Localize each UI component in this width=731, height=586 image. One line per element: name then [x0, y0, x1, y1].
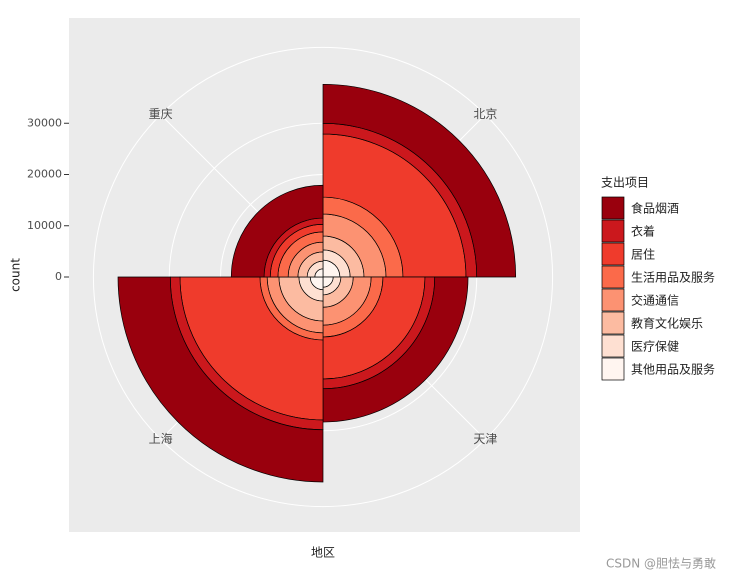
y-tick-label: 10000	[27, 219, 62, 232]
legend-label: 交通通信	[631, 293, 679, 308]
bar-segment	[117, 276, 324, 483]
watermark: CSDN @胆怯与勇敢	[606, 557, 716, 571]
legend-key	[601, 265, 625, 289]
legend-label: 教育文化娱乐	[631, 316, 703, 331]
legend-key	[601, 196, 625, 220]
x-tick-label: 重庆	[149, 107, 173, 121]
x-tick-label: 上海	[149, 431, 173, 446]
legend-label: 其他用品及服务	[631, 362, 715, 377]
y-axis-title: count	[9, 258, 23, 292]
legend-label: 居住	[631, 248, 655, 262]
legend-key	[601, 334, 625, 358]
legend-key	[601, 288, 625, 312]
x-tick-label: 北京	[473, 107, 497, 121]
grid-outer	[92, 46, 554, 508]
legend-label: 衣着	[631, 224, 655, 239]
y-tick-label: 30000	[27, 116, 62, 129]
bar-segment	[230, 184, 324, 278]
x-tick-label: 天津	[473, 432, 497, 446]
y-tick-label: 0	[55, 270, 62, 283]
legend-key	[601, 357, 625, 381]
y-tick-label: 20000	[27, 168, 62, 181]
legend-label: 生活用品及服务	[631, 270, 715, 285]
legend-label: 食品烟酒	[631, 201, 679, 216]
legend-title: 支出项目	[601, 176, 649, 190]
bar-segment	[322, 276, 469, 423]
legend-key	[601, 242, 625, 266]
x-axis-title: 地区	[311, 546, 335, 560]
legend-key	[601, 219, 625, 243]
legend-key	[601, 311, 625, 335]
bar-segment	[322, 83, 517, 278]
legend-label: 医疗保健	[631, 340, 679, 354]
